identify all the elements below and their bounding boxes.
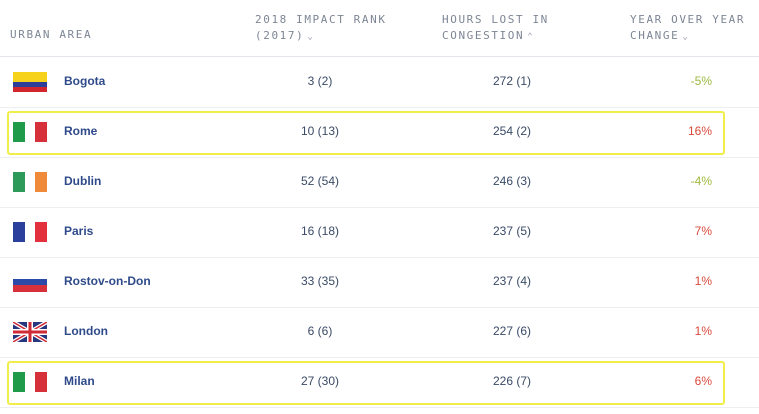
city-name[interactable]: London <box>64 324 108 338</box>
italy-flag-icon <box>13 372 47 392</box>
impact-rank: 6 (6) <box>307 324 333 338</box>
chevron-down-icon: ⌄ <box>307 32 315 42</box>
city-name[interactable]: Dublin <box>64 174 102 188</box>
hours-lost: 254 (2) <box>492 124 532 138</box>
impact-rank: 33 (35) <box>300 274 340 288</box>
yoy-change: 1% <box>694 324 712 338</box>
france-flag-icon <box>13 222 47 242</box>
hours-lost: 226 (7) <box>492 374 532 388</box>
table-row[interactable]: Milan 27 (30) 226 (7) 6% <box>0 357 759 408</box>
hours-lost: 237 (5) <box>492 224 532 238</box>
impact-rank: 3 (2) <box>307 74 333 88</box>
table-row[interactable]: Paris 16 (18) 237 (5) 7% <box>0 207 759 258</box>
yoy-change: -5% <box>690 74 712 88</box>
column-header-hours-lost[interactable]: HOURS LOST IN CONGESTION ⌃ <box>442 13 549 42</box>
yoy-change: 6% <box>694 374 712 388</box>
table-row[interactable]: Bogota 3 (2) 272 (1) -5% <box>0 57 759 108</box>
colombia-flag-icon <box>13 72 47 92</box>
city-name[interactable]: Rostov-on-Don <box>64 274 151 288</box>
impact-rank: 10 (13) <box>300 124 340 138</box>
city-name[interactable]: Rome <box>64 124 98 138</box>
yoy-change: 7% <box>694 224 712 238</box>
column-header-impact-rank[interactable]: 2018 IMPACT RANK (2017) ⌄ <box>255 13 387 42</box>
russia-flag-icon <box>13 272 47 292</box>
column-header-urban-area[interactable]: URBAN AREA <box>10 28 93 41</box>
table-row[interactable]: Dublin 52 (54) 246 (3) -4% <box>0 157 759 208</box>
impact-rank: 52 (54) <box>300 174 340 188</box>
hours-lost: 237 (4) <box>492 274 532 288</box>
yoy-change: 1% <box>694 274 712 288</box>
uk-flag-icon <box>13 322 47 342</box>
hours-lost: 246 (3) <box>492 174 532 188</box>
city-name[interactable]: Paris <box>64 224 94 238</box>
chevron-down-icon: ⌄ <box>682 32 690 42</box>
yoy-change: 16% <box>687 124 712 138</box>
chevron-up-icon: ⌃ <box>527 32 535 42</box>
table-row[interactable]: Rostov-on-Don 33 (35) 237 (4) 1% <box>0 257 759 308</box>
yoy-change: -4% <box>690 174 712 188</box>
city-name[interactable]: Milan <box>64 374 95 388</box>
ireland-flag-icon <box>13 172 47 192</box>
hours-lost: 272 (1) <box>492 74 532 88</box>
column-header-yoy-change[interactable]: YEAR OVER YEAR CHANGE ⌄ <box>630 13 746 42</box>
italy-flag-icon <box>13 122 47 142</box>
impact-rank: 27 (30) <box>300 374 340 388</box>
hours-lost: 227 (6) <box>492 324 532 338</box>
table-row[interactable]: Rome 10 (13) 254 (2) 16% <box>0 107 759 158</box>
city-name[interactable]: Bogota <box>64 74 106 88</box>
impact-rank: 16 (18) <box>300 224 340 238</box>
table-header: URBAN AREA 2018 IMPACT RANK (2017) ⌄ HOUR… <box>0 0 759 57</box>
table-row[interactable]: London 6 (6) 227 (6) 1% <box>0 307 759 358</box>
